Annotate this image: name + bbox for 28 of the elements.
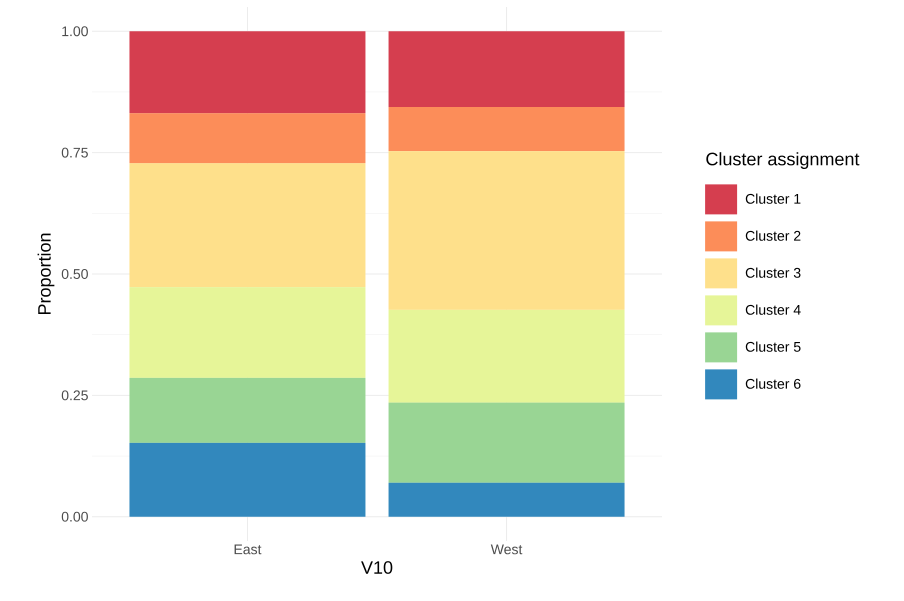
legend-label: Cluster 6 — [746, 378, 800, 389]
y-tick-label: 0.00 — [62, 512, 88, 522]
bar — [388, 402, 625, 483]
bar — [129, 378, 366, 443]
legend-label: Cluster 3 — [746, 268, 800, 278]
y-tick-label: 0.75 — [62, 148, 88, 158]
legend-title: Cluster assignment — [706, 152, 860, 169]
bar — [129, 287, 366, 378]
bar — [129, 113, 366, 164]
bar — [129, 163, 366, 288]
legend-label: Cluster 2 — [746, 230, 800, 241]
bar — [388, 106, 625, 152]
x-tick-label: East — [234, 544, 262, 554]
bar — [388, 151, 625, 310]
legend-label: Cluster 5 — [746, 342, 801, 352]
legend-label: Cluster 1 — [746, 194, 800, 204]
y-tick-label: 0.25 — [62, 390, 88, 400]
bar — [388, 482, 625, 517]
bar — [388, 310, 625, 403]
x-tick-label: West — [490, 544, 522, 554]
y-tick-label: 0.50 — [62, 269, 88, 279]
bar — [129, 31, 366, 114]
y-axis-title: Proportion — [38, 234, 54, 314]
bar — [129, 442, 366, 517]
legend-label: Cluster 4 — [746, 304, 801, 315]
y-tick-label: 1.00 — [62, 26, 88, 36]
x-axis-title: V10 — [361, 561, 392, 574]
bar — [388, 31, 625, 107]
